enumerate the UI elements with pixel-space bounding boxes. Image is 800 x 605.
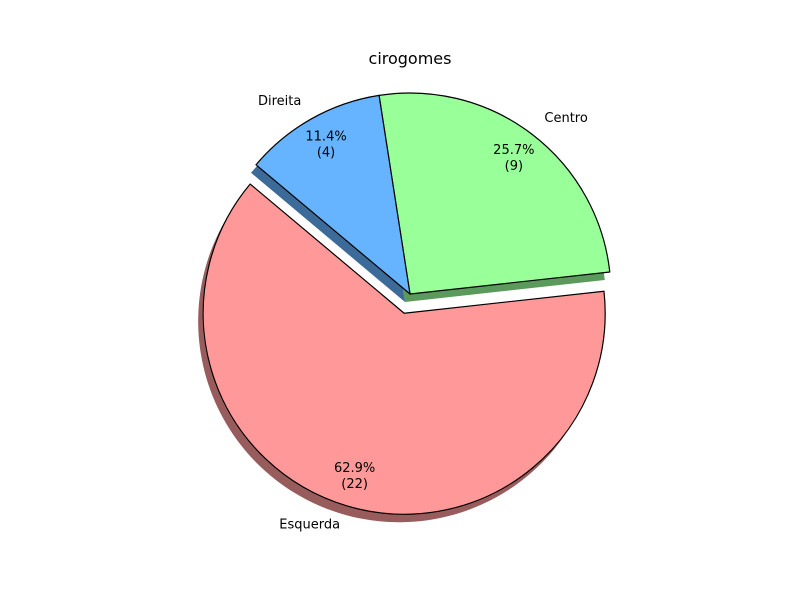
percent-label-centro: 25.7% [493, 143, 534, 158]
percent-label-direita: 11.4% [305, 130, 346, 145]
pie-slice-centro [378, 92, 611, 295]
pie-slice-direita [255, 94, 411, 295]
slice-label-esquerda: Esquerda [279, 517, 340, 532]
slice-label-centro: Centro [544, 111, 587, 126]
count-label-esquerda: (22) [341, 477, 368, 492]
count-label-direita: (4) [317, 146, 335, 161]
percent-label-esquerda: 62.9% [334, 461, 375, 476]
slice-label-direita: Direita [258, 94, 301, 109]
slice-layer [202, 92, 611, 515]
count-label-centro: (9) [505, 159, 523, 174]
pie-slice-esquerda [202, 183, 606, 515]
chart-title: cirogomes [369, 49, 452, 68]
label-layer: Esquerda 62.9%(22) Centro 25.7%(9) Direita 11… [258, 94, 588, 532]
